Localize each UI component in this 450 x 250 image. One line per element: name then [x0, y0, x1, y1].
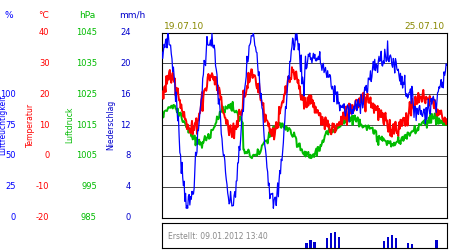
Text: 75: 75	[5, 120, 16, 130]
Text: -20: -20	[36, 213, 50, 222]
Text: 16: 16	[120, 90, 130, 99]
Text: 25: 25	[5, 182, 16, 191]
Text: 10: 10	[39, 120, 50, 130]
Text: Erstellt: 09.01.2012 13:40: Erstellt: 09.01.2012 13:40	[168, 232, 267, 241]
Text: 19.07.10: 19.07.10	[164, 22, 204, 31]
Bar	[391, 235, 393, 248]
Text: -10: -10	[36, 182, 50, 191]
Text: 40: 40	[39, 28, 50, 37]
Text: Niederschlag: Niederschlag	[106, 100, 115, 150]
Bar	[411, 244, 414, 248]
Text: Luftdruck: Luftdruck	[65, 107, 74, 143]
Text: 20: 20	[39, 90, 50, 99]
Bar	[407, 243, 410, 248]
Bar	[382, 241, 385, 248]
Text: 1035: 1035	[76, 59, 97, 68]
Text: 995: 995	[81, 182, 97, 191]
Text: mm/h: mm/h	[119, 11, 145, 20]
Text: Luftfeuchtigkeit: Luftfeuchtigkeit	[0, 95, 8, 155]
Bar	[326, 238, 328, 248]
Text: 0: 0	[44, 151, 50, 160]
Text: 0: 0	[125, 213, 130, 222]
Bar	[338, 236, 340, 248]
Bar	[313, 242, 316, 248]
Text: %: %	[4, 11, 13, 20]
Text: 50: 50	[5, 151, 16, 160]
Text: 1025: 1025	[76, 90, 97, 99]
Text: 100: 100	[0, 90, 16, 99]
Text: 25.07.10: 25.07.10	[405, 22, 445, 31]
Bar	[330, 234, 332, 247]
Bar	[305, 243, 308, 248]
Text: 1005: 1005	[76, 151, 97, 160]
Bar	[334, 232, 336, 248]
Bar	[436, 240, 438, 248]
Text: 985: 985	[81, 213, 97, 222]
Text: 30: 30	[39, 59, 50, 68]
Text: 1015: 1015	[76, 120, 97, 130]
Text: 20: 20	[120, 59, 130, 68]
Text: 4: 4	[125, 182, 130, 191]
Text: 1045: 1045	[76, 28, 97, 37]
Text: °C: °C	[38, 11, 49, 20]
Text: 0: 0	[10, 213, 16, 222]
Text: Temperatur: Temperatur	[26, 103, 35, 147]
Bar	[387, 236, 389, 248]
Text: hPa: hPa	[79, 11, 95, 20]
Text: 24: 24	[120, 28, 130, 37]
Bar	[309, 240, 312, 248]
Bar	[395, 238, 397, 248]
Text: 8: 8	[125, 151, 130, 160]
Text: 12: 12	[120, 120, 130, 130]
